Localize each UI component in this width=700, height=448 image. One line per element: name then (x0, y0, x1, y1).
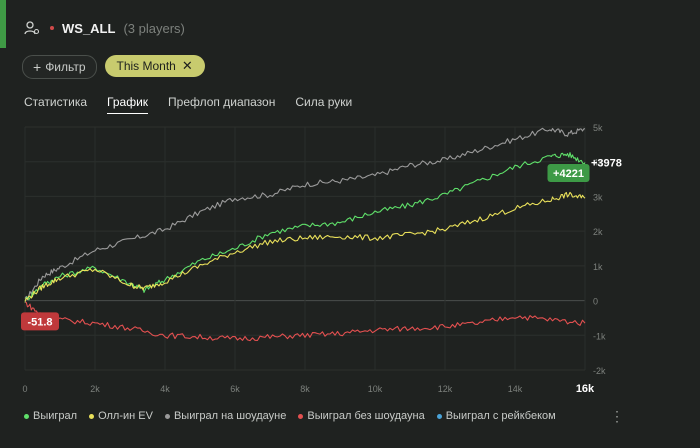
x-tick-label: 6k (230, 384, 240, 394)
y-tick-label: 5k (593, 123, 603, 133)
x-tick-label: 16k (576, 383, 595, 395)
session-header: WS_ALL (3 players) (24, 18, 185, 38)
profit-chart: 5k 4k 3k 2k 1k 0 -1k -2k 0 2k 4k 6k 8k 10k 12k 14k 16k +4… (0, 115, 700, 400)
x-tick-label: 10k (368, 384, 383, 394)
legend-label: Выиграл с рейкбеком (445, 410, 556, 422)
filter-bar: + Фильтр This Month ✕ (22, 55, 205, 79)
won-final-label: +4221 (553, 168, 584, 180)
tab-bar: Статистика График Префлоп диапазон Сила … (24, 95, 352, 114)
chart-legend: Выиграл Олл-ин EV Выиграл на шоудауне Вы… (24, 410, 556, 422)
x-tick-label: 14k (508, 384, 523, 394)
y-tick-label: 1k (593, 262, 603, 272)
series-line (24, 127, 586, 301)
tab-statistics[interactable]: Статистика (24, 95, 88, 109)
start-value-label: -51.8 (27, 316, 52, 328)
x-tick-label: 0 (22, 384, 27, 394)
accent-bar (0, 0, 6, 48)
date-filter-label: This Month (116, 59, 176, 73)
legend-label: Выиграл на шоудауне (173, 410, 287, 422)
user-settings-icon[interactable] (24, 20, 40, 36)
x-tick-label: 4k (160, 384, 170, 394)
legend-label: Выиграл (33, 410, 78, 422)
tab-preflop-range[interactable]: Префлоп диапазон (168, 95, 276, 109)
legend-dot (24, 413, 29, 419)
y-tick-label: 0 (593, 297, 598, 307)
tab-graph[interactable]: График (107, 95, 149, 114)
legend-dot (164, 413, 170, 419)
profit-chart-svg: 5k 4k 3k 2k 1k 0 -1k -2k 0 2k 4k 6k 8k 10k 12k 14k 16k +4… (21, 123, 622, 395)
legend-item-non-showdown[interactable]: Выиграл без шоудауна (298, 410, 425, 422)
add-filter-button[interactable]: + Фильтр (22, 55, 97, 79)
y-tick-label: -1k (593, 331, 606, 341)
players-count: (3 players) (123, 20, 185, 36)
filter-label: Фильтр (45, 60, 86, 74)
x-tick-label: 12k (438, 384, 453, 394)
legend-item-showdown[interactable]: Выиграл на шоудауне (164, 410, 287, 422)
legend-dot (298, 413, 304, 419)
plus-icon: + (33, 59, 42, 75)
won-final-badge (547, 164, 590, 183)
x-tick-label: 2k (90, 384, 100, 394)
showdown-final-label: +3978 (591, 157, 622, 169)
legend-item-won[interactable]: Выиграл (24, 410, 77, 422)
y-tick-label: 4k (593, 158, 603, 168)
group-title: WS_ALL (62, 20, 116, 36)
legend-label: Олл-ин EV (98, 410, 153, 422)
legend-dot (89, 413, 95, 419)
series-line (24, 191, 586, 302)
legend-label: Выиграл без шоудауна (307, 410, 425, 422)
x-tick-label: 8k (300, 384, 310, 394)
y-tick-label: -2k (593, 366, 606, 376)
series-line (24, 301, 586, 342)
date-filter-chip[interactable]: This Month ✕ (104, 55, 205, 77)
legend-item-rakeback[interactable]: Выиграл с рейкбеком (436, 410, 556, 422)
y-tick-label: 2k (593, 227, 603, 237)
close-icon[interactable]: ✕ (181, 58, 193, 73)
legend-item-allin-ev[interactable]: Олл-ин EV (89, 410, 153, 422)
y-tick-label: 3k (593, 192, 603, 202)
start-value-badge (21, 312, 59, 331)
status-dot (50, 26, 54, 30)
tab-hand-strength[interactable]: Сила руки (295, 95, 353, 109)
more-options-icon[interactable]: ⋮ (610, 408, 624, 424)
legend-dot (436, 413, 442, 419)
